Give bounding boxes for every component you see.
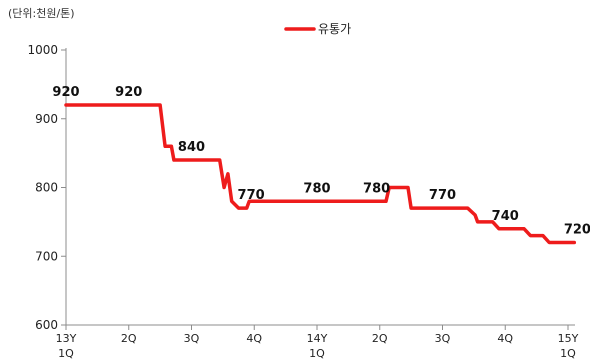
x-tick-label: 13Y	[56, 332, 77, 345]
unit-label: (단위:천원/톤)	[8, 7, 75, 20]
x-tick-label: 4Q	[246, 332, 262, 345]
data-label: 920	[52, 85, 79, 100]
x-tick-label: 3Q	[184, 332, 200, 345]
x-tick-label: 14Y	[307, 332, 328, 345]
data-label: 780	[363, 181, 390, 196]
x-tick-label-line2: 1Q	[58, 347, 74, 360]
y-tick-label: 700	[35, 249, 58, 263]
data-label: 840	[178, 140, 205, 155]
x-tick-label: 3Q	[435, 332, 451, 345]
data-label: 920	[115, 85, 142, 100]
y-tick-label: 1000	[27, 43, 58, 57]
y-tick-label: 900	[35, 112, 58, 126]
y-tick-label: 800	[35, 181, 58, 195]
series-line-유통가	[64, 103, 577, 245]
data-label: 740	[492, 209, 519, 224]
data-label: 770	[238, 188, 265, 203]
legend-label: 유통가	[318, 22, 351, 36]
data-label: 770	[429, 188, 456, 203]
x-tick-label-line2: 1Q	[309, 347, 325, 360]
x-tick-label: 2Q	[121, 332, 137, 345]
x-tick-label: 15Y	[558, 332, 579, 345]
y-tick-label: 600	[35, 318, 58, 332]
data-label: 780	[303, 181, 330, 196]
x-tick-label: 2Q	[372, 332, 388, 345]
x-tick-label: 4Q	[497, 332, 513, 345]
data-label: 720	[564, 223, 590, 238]
x-tick-label-line2: 1Q	[560, 347, 576, 360]
